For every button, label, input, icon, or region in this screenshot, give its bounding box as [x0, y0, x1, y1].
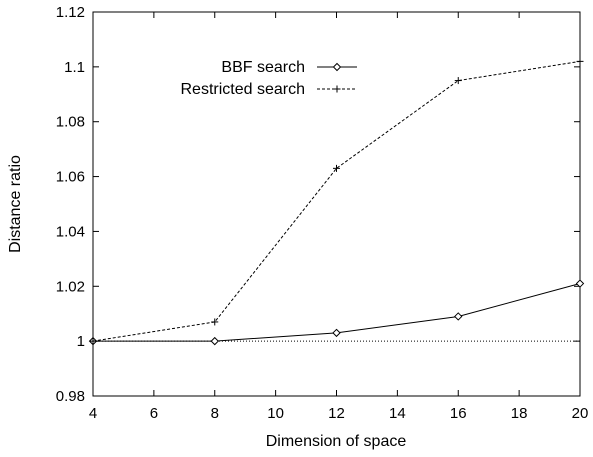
series-layer — [88, 57, 585, 346]
legend-marker — [332, 62, 342, 72]
legend-label: Restricted search — [181, 81, 306, 98]
series-bbf-search — [88, 279, 585, 346]
y-tick-label: 0.98 — [56, 388, 85, 405]
data-point — [333, 164, 340, 172]
data-point — [454, 77, 462, 85]
series-line-restricted-search — [92, 60, 581, 342]
x-tick-label: 16 — [450, 405, 467, 422]
data-point — [211, 318, 219, 326]
x-tick-label: 14 — [389, 405, 406, 422]
y-tick-label: 1.12 — [56, 4, 85, 21]
data-point — [210, 336, 219, 346]
x-tick-label: 18 — [511, 405, 528, 422]
x-tick-label: 10 — [267, 405, 284, 422]
x-tick-label: 12 — [328, 405, 345, 422]
data-point — [576, 57, 584, 65]
legend-marker — [333, 85, 341, 93]
legend: BBF search Restricted search — [181, 59, 357, 98]
data-point — [332, 328, 341, 338]
x-tick-label: 6 — [150, 405, 158, 422]
y-tick-label: 1.06 — [56, 169, 85, 186]
data-point — [575, 279, 585, 288]
y-tick-label: 1.08 — [56, 114, 85, 131]
x-axis-label: Dimension of space — [266, 433, 407, 450]
x-tick-label: 8 — [211, 405, 219, 422]
y-tick-label: 1.02 — [56, 278, 85, 295]
data-point — [89, 337, 97, 345]
x-tick-label: 20 — [572, 405, 589, 422]
series-restricted-search — [89, 57, 584, 345]
legend-label: BBF search — [221, 59, 305, 76]
ticks-layer: 4 6 8 10 12 14 16 18 20 0.98 1 1.02 1.04 1.06 1.08 1.1 1… — [56, 4, 589, 422]
y-tick-label: 1.1 — [64, 59, 85, 76]
y-tick-label: 1 — [77, 333, 85, 350]
y-axis-label: Distance ratio — [7, 155, 24, 253]
y-tick-label: 1.04 — [56, 223, 85, 240]
x-tick-label: 4 — [89, 405, 97, 422]
data-point — [454, 312, 463, 321]
